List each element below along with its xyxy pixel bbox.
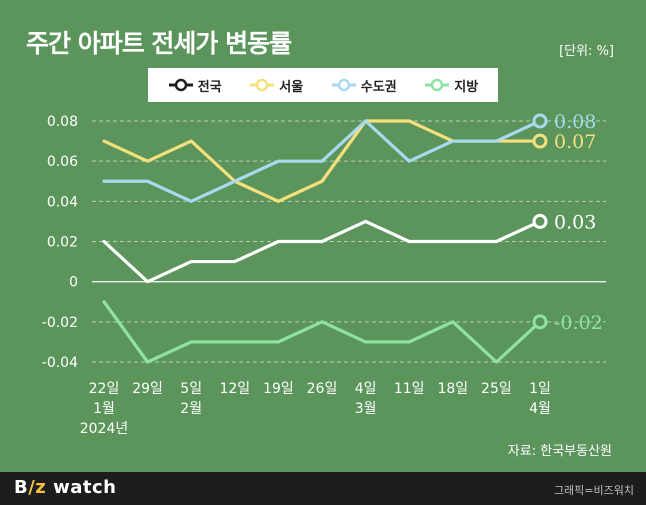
source-note: 자료: 한국부동산원	[507, 444, 612, 459]
footer-bar: B/z watch 그래픽=비즈워치	[0, 472, 646, 505]
line-chart: -0.04 -0.02 0 0.02 0.04 0.06 0.08 22일 1월 2024년 29일…	[42, 111, 606, 437]
x-tick-label: 19일	[263, 381, 294, 397]
series-line-지방	[102, 300, 542, 364]
x-tick-label: 11일	[394, 381, 425, 397]
y-tick-label: -0.02	[42, 315, 78, 331]
x-tick-label: 22일	[89, 381, 120, 397]
series-line-전국	[102, 219, 542, 284]
end-value-label: 0.08	[554, 111, 596, 133]
legend-swatch	[331, 78, 356, 92]
legend-label: 수도권	[360, 79, 397, 95]
x-tick-label: 1일	[529, 381, 551, 397]
legend-swatch	[168, 78, 193, 92]
x-tick-label: 2024년	[80, 421, 129, 437]
legend-item: 서울	[249, 76, 303, 95]
x-tick-label: 2월	[180, 401, 202, 417]
y-tick-label: 0	[69, 275, 78, 291]
y-tick-label: -0.04	[42, 355, 78, 371]
x-tick-label: 3월	[355, 401, 377, 417]
x-tick-label: 26일	[307, 381, 338, 397]
page-title: 주간 아파트 전세가 변동률	[26, 29, 292, 58]
x-tick-label: 12일	[219, 381, 250, 397]
legend-swatch	[425, 78, 450, 92]
y-tick-label: 0.02	[47, 235, 78, 251]
legend-label: 지방	[454, 79, 479, 95]
end-value-label: 0.07	[554, 131, 596, 153]
legend-swatch	[250, 78, 275, 92]
y-tick-label: 0.06	[47, 154, 78, 170]
brand-logo: B/z watch	[14, 477, 117, 498]
legend-item: 전국	[168, 76, 222, 95]
graphic-credit: 그래픽=비즈워치	[553, 484, 634, 497]
legend-label: 서울	[279, 79, 304, 95]
legend-item: 수도권	[331, 76, 397, 95]
series-line-수도권	[102, 119, 542, 203]
series-end-marker	[532, 133, 548, 149]
chart-legend: 전국 서울 수도권 지방	[148, 68, 498, 102]
series-end-marker	[532, 213, 548, 229]
x-tick-label: 29일	[132, 381, 163, 397]
x-tick-label: 4일	[355, 381, 377, 397]
unit-label: [단위: %]	[559, 44, 614, 59]
x-tick-label: 18일	[437, 381, 468, 397]
legend-label: 전국	[197, 79, 222, 95]
y-tick-label: 0.04	[47, 194, 78, 210]
x-tick-label: 1월	[93, 401, 115, 417]
end-value-label: -0.02	[554, 312, 603, 334]
end-value-label: 0.03	[554, 211, 596, 233]
series-end-marker	[532, 113, 548, 129]
series-end-marker	[532, 314, 548, 330]
x-tick-label: 5일	[180, 381, 202, 397]
y-tick-label: 0.08	[47, 114, 78, 130]
legend-item: 지방	[424, 76, 478, 95]
x-tick-label: 4월	[529, 401, 551, 417]
x-tick-label: 25일	[481, 381, 512, 397]
